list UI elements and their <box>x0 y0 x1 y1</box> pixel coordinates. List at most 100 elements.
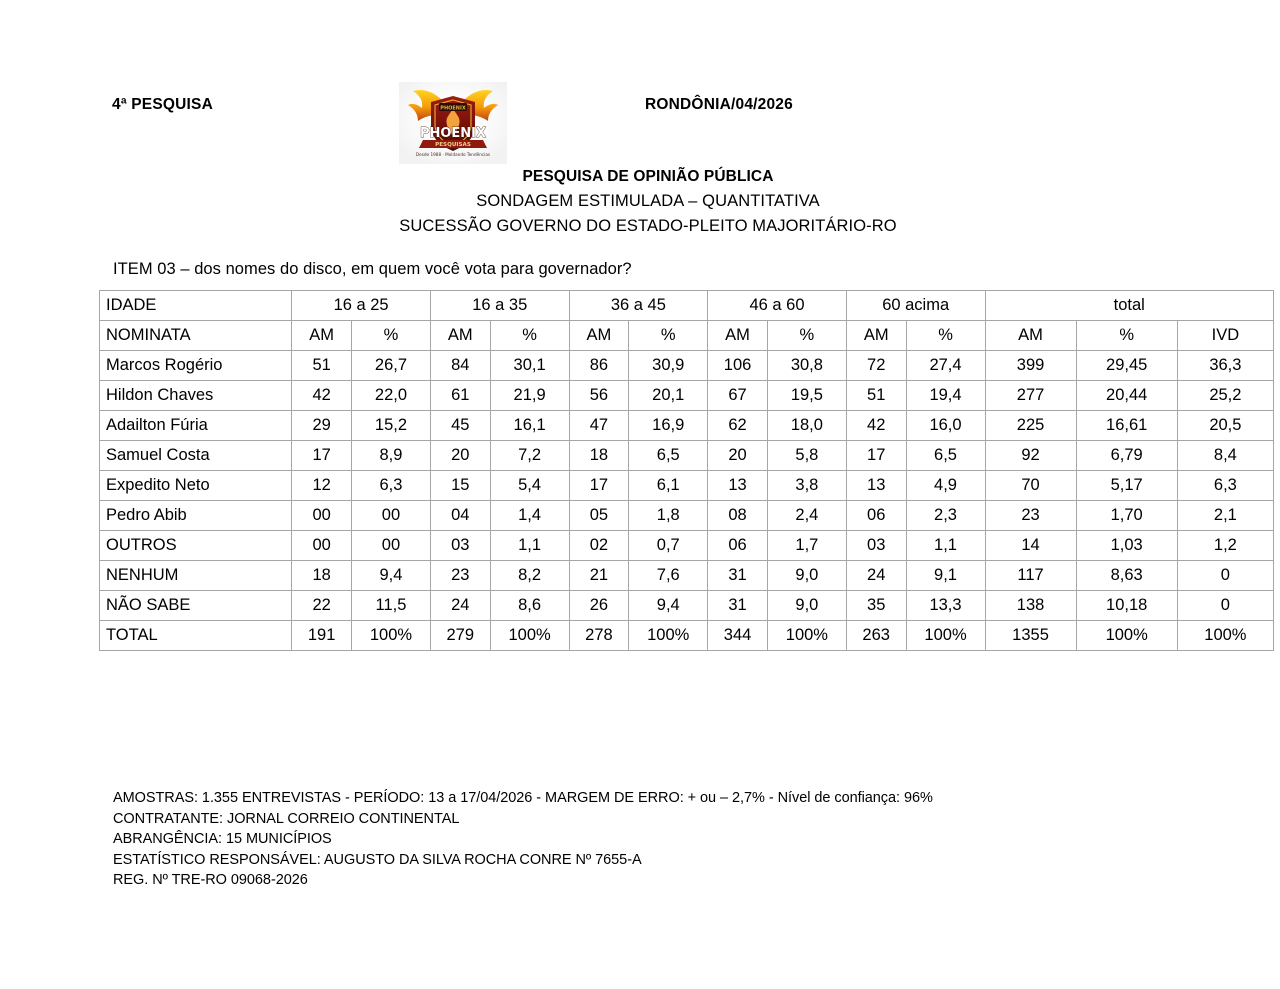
cell-g2-am: 45 <box>429 410 491 441</box>
cell-g1-am: 18 <box>291 560 352 591</box>
table-row: Marcos Rogério 51 26,7 84 30,1 86 30,9 1… <box>99 350 1275 381</box>
cell-g4-am: 20 <box>707 440 768 471</box>
table-row: NÃO SABE 22 11,5 24 8,6 26 9,4 31 9,0 35… <box>99 590 1275 621</box>
cell-g3-pct: 7,6 <box>628 560 709 591</box>
cell-ivd: 20,5 <box>1176 410 1275 441</box>
table-total-row: TOTAL 191 100% 279 100% 278 100% 344 100… <box>99 620 1275 651</box>
cell-g5-am: 24 <box>845 560 907 591</box>
subheader-pct-4: % <box>766 320 847 351</box>
candidate-name: Pedro Abib <box>99 500 293 531</box>
subheader-am-5: AM <box>845 320 907 351</box>
cell-g3-am: 21 <box>568 560 630 591</box>
group-header-60-acima: 60 acima <box>845 290 986 321</box>
table-row: Samuel Costa 17 8,9 20 7,2 18 6,5 20 5,8… <box>99 440 1275 471</box>
total-label: TOTAL <box>99 620 293 651</box>
cell-g1-pct: 26,7 <box>350 350 431 381</box>
cell-g1-pct: 00 <box>350 500 431 531</box>
cell-g3-am: 278 <box>568 620 630 651</box>
cell-total-pct: 1,03 <box>1075 530 1178 561</box>
group-header-16-25: 16 a 25 <box>291 290 431 321</box>
cell-g5-am: 13 <box>845 470 907 501</box>
cell-total-pct: 8,63 <box>1075 560 1178 591</box>
cell-g4-am: 13 <box>707 470 768 501</box>
cell-g1-pct: 9,4 <box>350 560 431 591</box>
cell-total-pct: 20,44 <box>1075 380 1178 411</box>
cell-g3-pct: 6,1 <box>628 470 709 501</box>
cell-g2-pct: 8,6 <box>489 590 570 621</box>
cell-g4-pct: 5,8 <box>766 440 847 471</box>
table-row: NENHUM 18 9,4 23 8,2 21 7,6 31 9,0 24 9,… <box>99 560 1275 591</box>
cell-total-am: 225 <box>984 410 1077 441</box>
group-header-total: total <box>984 290 1274 321</box>
candidate-name: Samuel Costa <box>99 440 293 471</box>
subheader-pct-2: % <box>489 320 570 351</box>
cell-total-am: 117 <box>984 560 1077 591</box>
cell-g1-am: 22 <box>291 590 352 621</box>
cell-g5-pct: 16,0 <box>905 410 986 441</box>
phoenix-logo-icon: PHOENIX PHOENIX PESQUISAS Desde 1988 · M… <box>399 82 507 164</box>
header-nominata: NOMINATA <box>99 320 293 351</box>
cell-g3-pct: 30,9 <box>628 350 709 381</box>
cell-g3-pct: 0,7 <box>628 530 709 561</box>
cell-g1-pct: 15,2 <box>350 410 431 441</box>
cell-g3-am: 86 <box>568 350 630 381</box>
cell-g4-am: 62 <box>707 410 768 441</box>
subheader-am-4: AM <box>707 320 768 351</box>
cell-total-pct: 10,18 <box>1075 590 1178 621</box>
footer-samples: AMOSTRAS: 1.355 ENTREVISTAS - PERÍODO: 1… <box>113 790 933 806</box>
candidate-name: Hildon Chaves <box>99 380 293 411</box>
cell-g3-pct: 1,8 <box>628 500 709 531</box>
cell-g1-pct: 22,0 <box>350 380 431 411</box>
title-block: PESQUISA DE OPINIÃO PÚBLICA SONDAGEM EST… <box>0 165 1280 239</box>
cell-g5-pct: 100% <box>905 620 986 651</box>
cell-g2-am: 279 <box>429 620 491 651</box>
cell-g1-am: 00 <box>291 500 352 531</box>
candidate-name: Marcos Rogério <box>99 350 293 381</box>
cell-g3-am: 26 <box>568 590 630 621</box>
cell-ivd: 6,3 <box>1176 470 1275 501</box>
svg-text:PHOENIX: PHOENIX <box>440 105 466 111</box>
cell-ivd: 36,3 <box>1176 350 1275 381</box>
cell-total-am: 1355 <box>984 620 1077 651</box>
cell-ivd: 2,1 <box>1176 500 1275 531</box>
table-row: Hildon Chaves 42 22,0 61 21,9 56 20,1 67… <box>99 380 1275 411</box>
cell-ivd: 8,4 <box>1176 440 1275 471</box>
cell-ivd: 25,2 <box>1176 380 1275 411</box>
cell-total-pct: 6,79 <box>1075 440 1178 471</box>
cell-g5-am: 42 <box>845 410 907 441</box>
cell-ivd: 100% <box>1176 620 1275 651</box>
cell-g1-pct: 00 <box>350 530 431 561</box>
candidate-name: NENHUM <box>99 560 293 591</box>
cell-g4-am: 31 <box>707 590 768 621</box>
cell-g4-pct: 100% <box>766 620 847 651</box>
cell-ivd: 0 <box>1176 590 1275 621</box>
cell-g4-am: 08 <box>707 500 768 531</box>
cell-g5-pct: 13,3 <box>905 590 986 621</box>
cell-g4-pct: 1,7 <box>766 530 847 561</box>
cell-g5-pct: 1,1 <box>905 530 986 561</box>
cell-g4-am: 31 <box>707 560 768 591</box>
cell-g2-pct: 16,1 <box>489 410 570 441</box>
svg-text:Desde 1988 · Moldando Tendênci: Desde 1988 · Moldando Tendências <box>416 152 490 157</box>
cell-g1-am: 00 <box>291 530 352 561</box>
subheader-am-2: AM <box>429 320 491 351</box>
title-line-3: SUCESSÃO GOVERNO DO ESTADO-PLEITO MAJORI… <box>399 217 897 235</box>
document-header: 4ª PESQUISA <box>0 0 1280 164</box>
poll-table-container: IDADE 16 a 25 16 a 35 36 a 45 46 a 60 60… <box>99 290 1280 651</box>
cell-g1-pct: 11,5 <box>350 590 431 621</box>
cell-g1-pct: 8,9 <box>350 440 431 471</box>
cell-g3-am: 02 <box>568 530 630 561</box>
item-question: ITEM 03 – dos nomes do disco, em quem vo… <box>113 260 632 278</box>
cell-ivd: 1,2 <box>1176 530 1275 561</box>
poll-table: IDADE 16 a 25 16 a 35 36 a 45 46 a 60 60… <box>99 290 1275 651</box>
cell-g1-am: 42 <box>291 380 352 411</box>
cell-total-am: 23 <box>984 500 1077 531</box>
document-footer: AMOSTRAS: 1.355 ENTREVISTAS - PERÍODO: 1… <box>113 788 933 891</box>
cell-g5-am: 35 <box>845 590 907 621</box>
cell-total-am: 70 <box>984 470 1077 501</box>
cell-total-am: 277 <box>984 380 1077 411</box>
cell-g2-am: 23 <box>429 560 491 591</box>
cell-g5-pct: 4,9 <box>905 470 986 501</box>
region-date: RONDÔNIA/04/2026 <box>645 96 793 113</box>
cell-g2-pct: 21,9 <box>489 380 570 411</box>
